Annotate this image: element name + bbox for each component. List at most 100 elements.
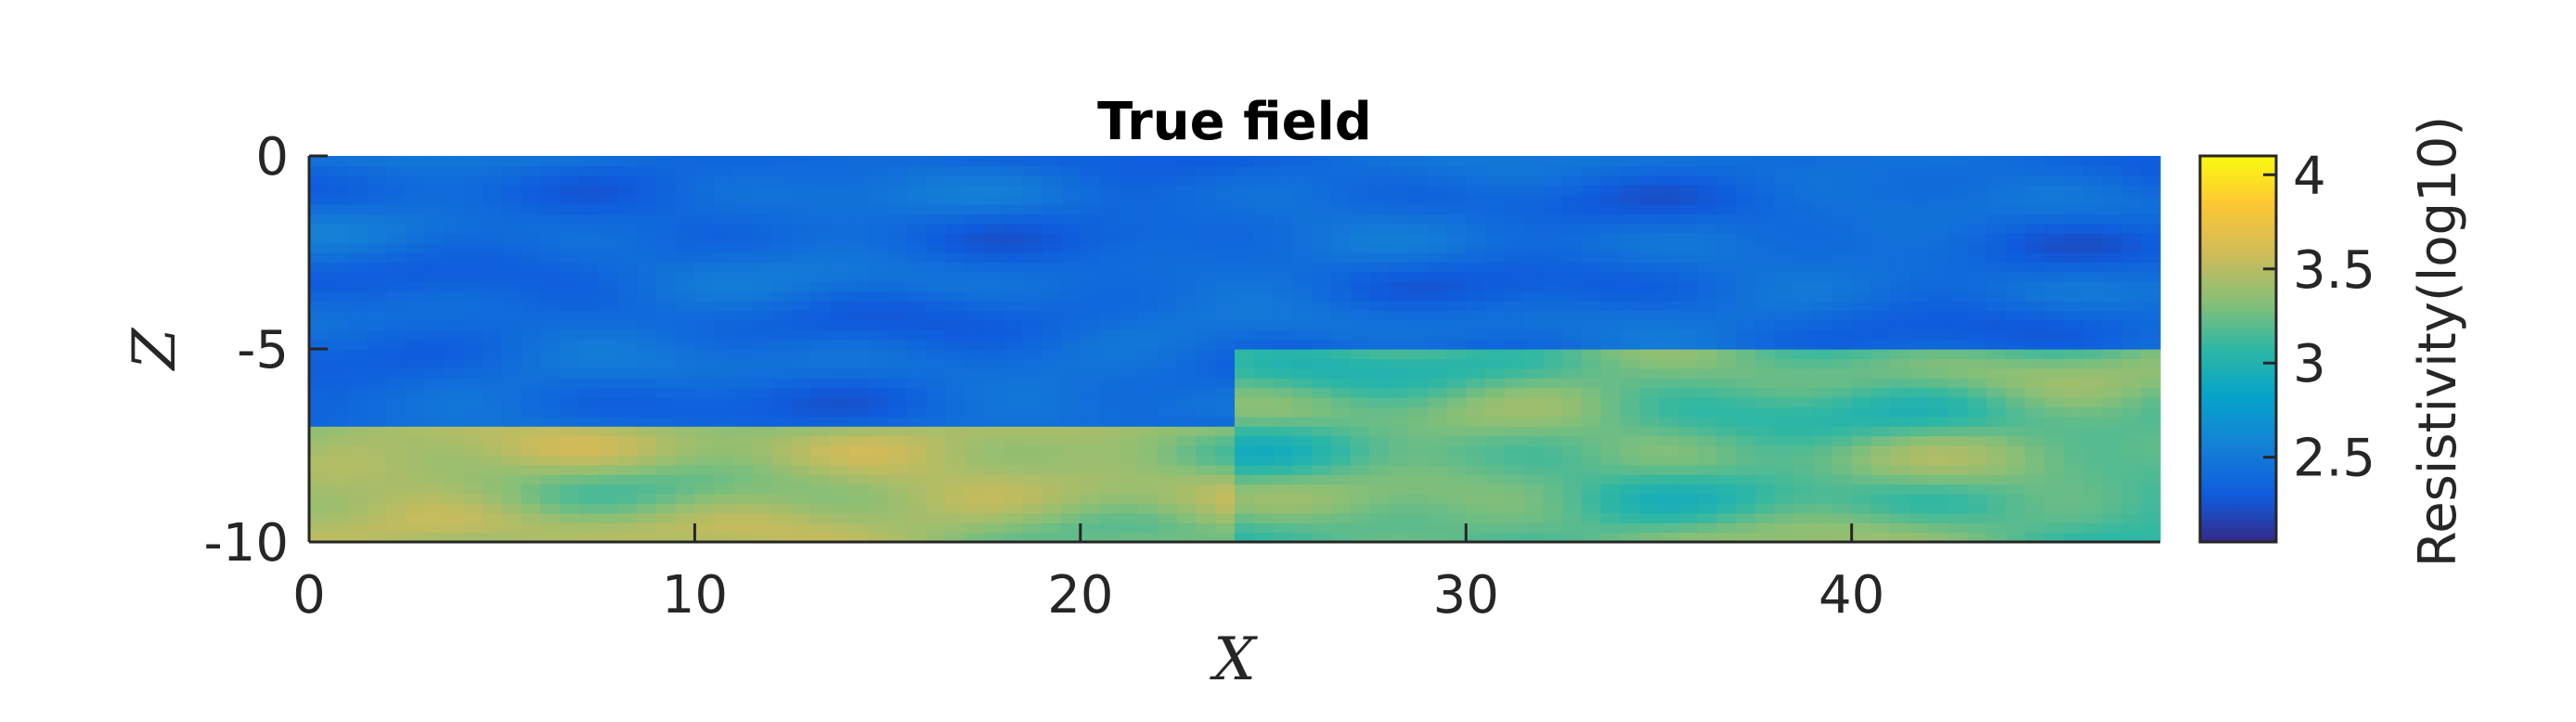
- heatmap-cell: [1581, 281, 1602, 292]
- heatmap-cell: [2141, 156, 2161, 166]
- heatmap-cell: [1273, 397, 1293, 407]
- heatmap-cell: [714, 329, 734, 341]
- heatmap-cell: [2141, 378, 2161, 389]
- heatmap-cell: [637, 435, 657, 446]
- heatmap-cell: [983, 165, 1004, 176]
- heatmap-cell: [637, 165, 657, 176]
- heatmap-cell: [752, 185, 773, 196]
- heatmap-cell: [1042, 233, 1062, 244]
- heatmap-cell: [1813, 301, 1833, 311]
- heatmap-cell: [1813, 455, 1833, 466]
- heatmap-cell: [906, 281, 927, 292]
- heatmap-cell: [328, 194, 349, 205]
- heatmap-cell: [732, 406, 754, 418]
- heatmap-cell: [309, 494, 330, 504]
- heatmap-cell: [1832, 290, 1853, 302]
- heatmap-cell: [655, 329, 677, 341]
- heatmap-cell: [1369, 426, 1390, 437]
- heatmap-cell: [1446, 271, 1467, 282]
- heatmap-cell: [1890, 378, 1910, 389]
- heatmap-cell: [732, 397, 754, 407]
- heatmap-cell: [1658, 319, 1679, 330]
- heatmap-cell: [791, 522, 811, 534]
- heatmap-cell: [732, 213, 754, 225]
- heatmap-cell: [1312, 397, 1332, 407]
- heatmap-cell: [1061, 474, 1081, 485]
- heatmap-cell: [521, 503, 541, 514]
- heatmap-cell: [1677, 290, 1699, 302]
- heatmap-cell: [791, 474, 811, 485]
- heatmap-cell: [868, 165, 888, 176]
- heatmap-cell: [1427, 494, 1448, 504]
- heatmap-cell: [578, 213, 600, 225]
- heatmap-cell: [1523, 204, 1544, 214]
- heatmap-cell: [868, 406, 888, 418]
- heatmap-cell: [1909, 435, 1930, 446]
- heatmap-cell: [1639, 310, 1660, 321]
- heatmap-cell: [1736, 426, 1756, 437]
- heatmap-cell: [1890, 262, 1910, 273]
- heatmap-cell: [1639, 174, 1660, 186]
- heatmap-cell: [810, 233, 831, 244]
- heatmap-cell: [2121, 165, 2142, 176]
- heatmap-cell: [386, 329, 407, 341]
- heatmap-cell: [1196, 512, 1216, 523]
- heatmap-cell: [1677, 185, 1699, 196]
- heatmap-cell: [2121, 387, 2142, 398]
- heatmap-cell: [1677, 455, 1699, 466]
- heatmap-cell: [482, 522, 503, 534]
- heatmap-cell: [463, 281, 484, 292]
- heatmap-cell: [482, 339, 503, 350]
- heatmap-cell: [1677, 281, 1699, 292]
- heatmap-cell: [732, 483, 754, 495]
- heatmap-cell: [1504, 464, 1525, 475]
- heatmap-cell: [1022, 474, 1042, 485]
- heatmap-cell: [328, 204, 349, 214]
- heatmap-cell: [367, 349, 387, 359]
- heatmap-cell: [1003, 213, 1024, 225]
- heatmap-cell: [1157, 349, 1178, 359]
- colorbar-tick-label: 3.5: [2293, 240, 2375, 301]
- heatmap-cell: [829, 252, 850, 263]
- heatmap-cell: [444, 358, 464, 369]
- heatmap-cell: [1658, 310, 1679, 321]
- heatmap-cell: [598, 185, 618, 196]
- heatmap-cell: [1620, 252, 1640, 263]
- heatmap-cell: [848, 290, 869, 302]
- heatmap-cell: [1369, 194, 1390, 205]
- heatmap-cell: [1369, 339, 1390, 350]
- heatmap-cell: [983, 378, 1004, 389]
- heatmap-cell: [810, 156, 831, 166]
- heatmap-cell: [578, 532, 600, 543]
- heatmap-cell: [1042, 165, 1062, 176]
- heatmap-cell: [868, 174, 888, 186]
- heatmap-cell: [1716, 165, 1737, 176]
- heatmap-cell: [2064, 367, 2084, 379]
- heatmap-cell: [1176, 483, 1197, 495]
- heatmap-cell: [309, 349, 330, 359]
- heatmap-cell: [675, 358, 696, 369]
- heatmap-cell: [868, 397, 888, 407]
- heatmap-cell: [868, 445, 888, 456]
- heatmap-cell: [1407, 522, 1429, 534]
- heatmap-cell: [1157, 435, 1178, 446]
- heatmap-cell: [482, 156, 503, 166]
- heatmap-cell: [1099, 532, 1120, 543]
- heatmap-cell: [771, 174, 792, 186]
- heatmap-cell: [2121, 512, 2142, 523]
- heatmap-cell: [1407, 233, 1429, 244]
- heatmap-cell: [578, 358, 600, 369]
- heatmap-cell: [463, 349, 484, 359]
- heatmap-cell: [367, 262, 387, 273]
- heatmap-cell: [347, 367, 368, 379]
- heatmap-cell: [578, 194, 600, 205]
- heatmap-cell: [1716, 455, 1737, 466]
- heatmap-cell: [1312, 406, 1332, 418]
- heatmap-cell: [1832, 301, 1853, 311]
- heatmap-cell: [675, 194, 696, 205]
- heatmap-cell: [732, 271, 754, 282]
- heatmap-cell: [1871, 483, 1891, 495]
- heatmap-cell: [1581, 329, 1602, 341]
- heatmap-cell: [1446, 319, 1467, 330]
- heatmap-cell: [1157, 262, 1178, 273]
